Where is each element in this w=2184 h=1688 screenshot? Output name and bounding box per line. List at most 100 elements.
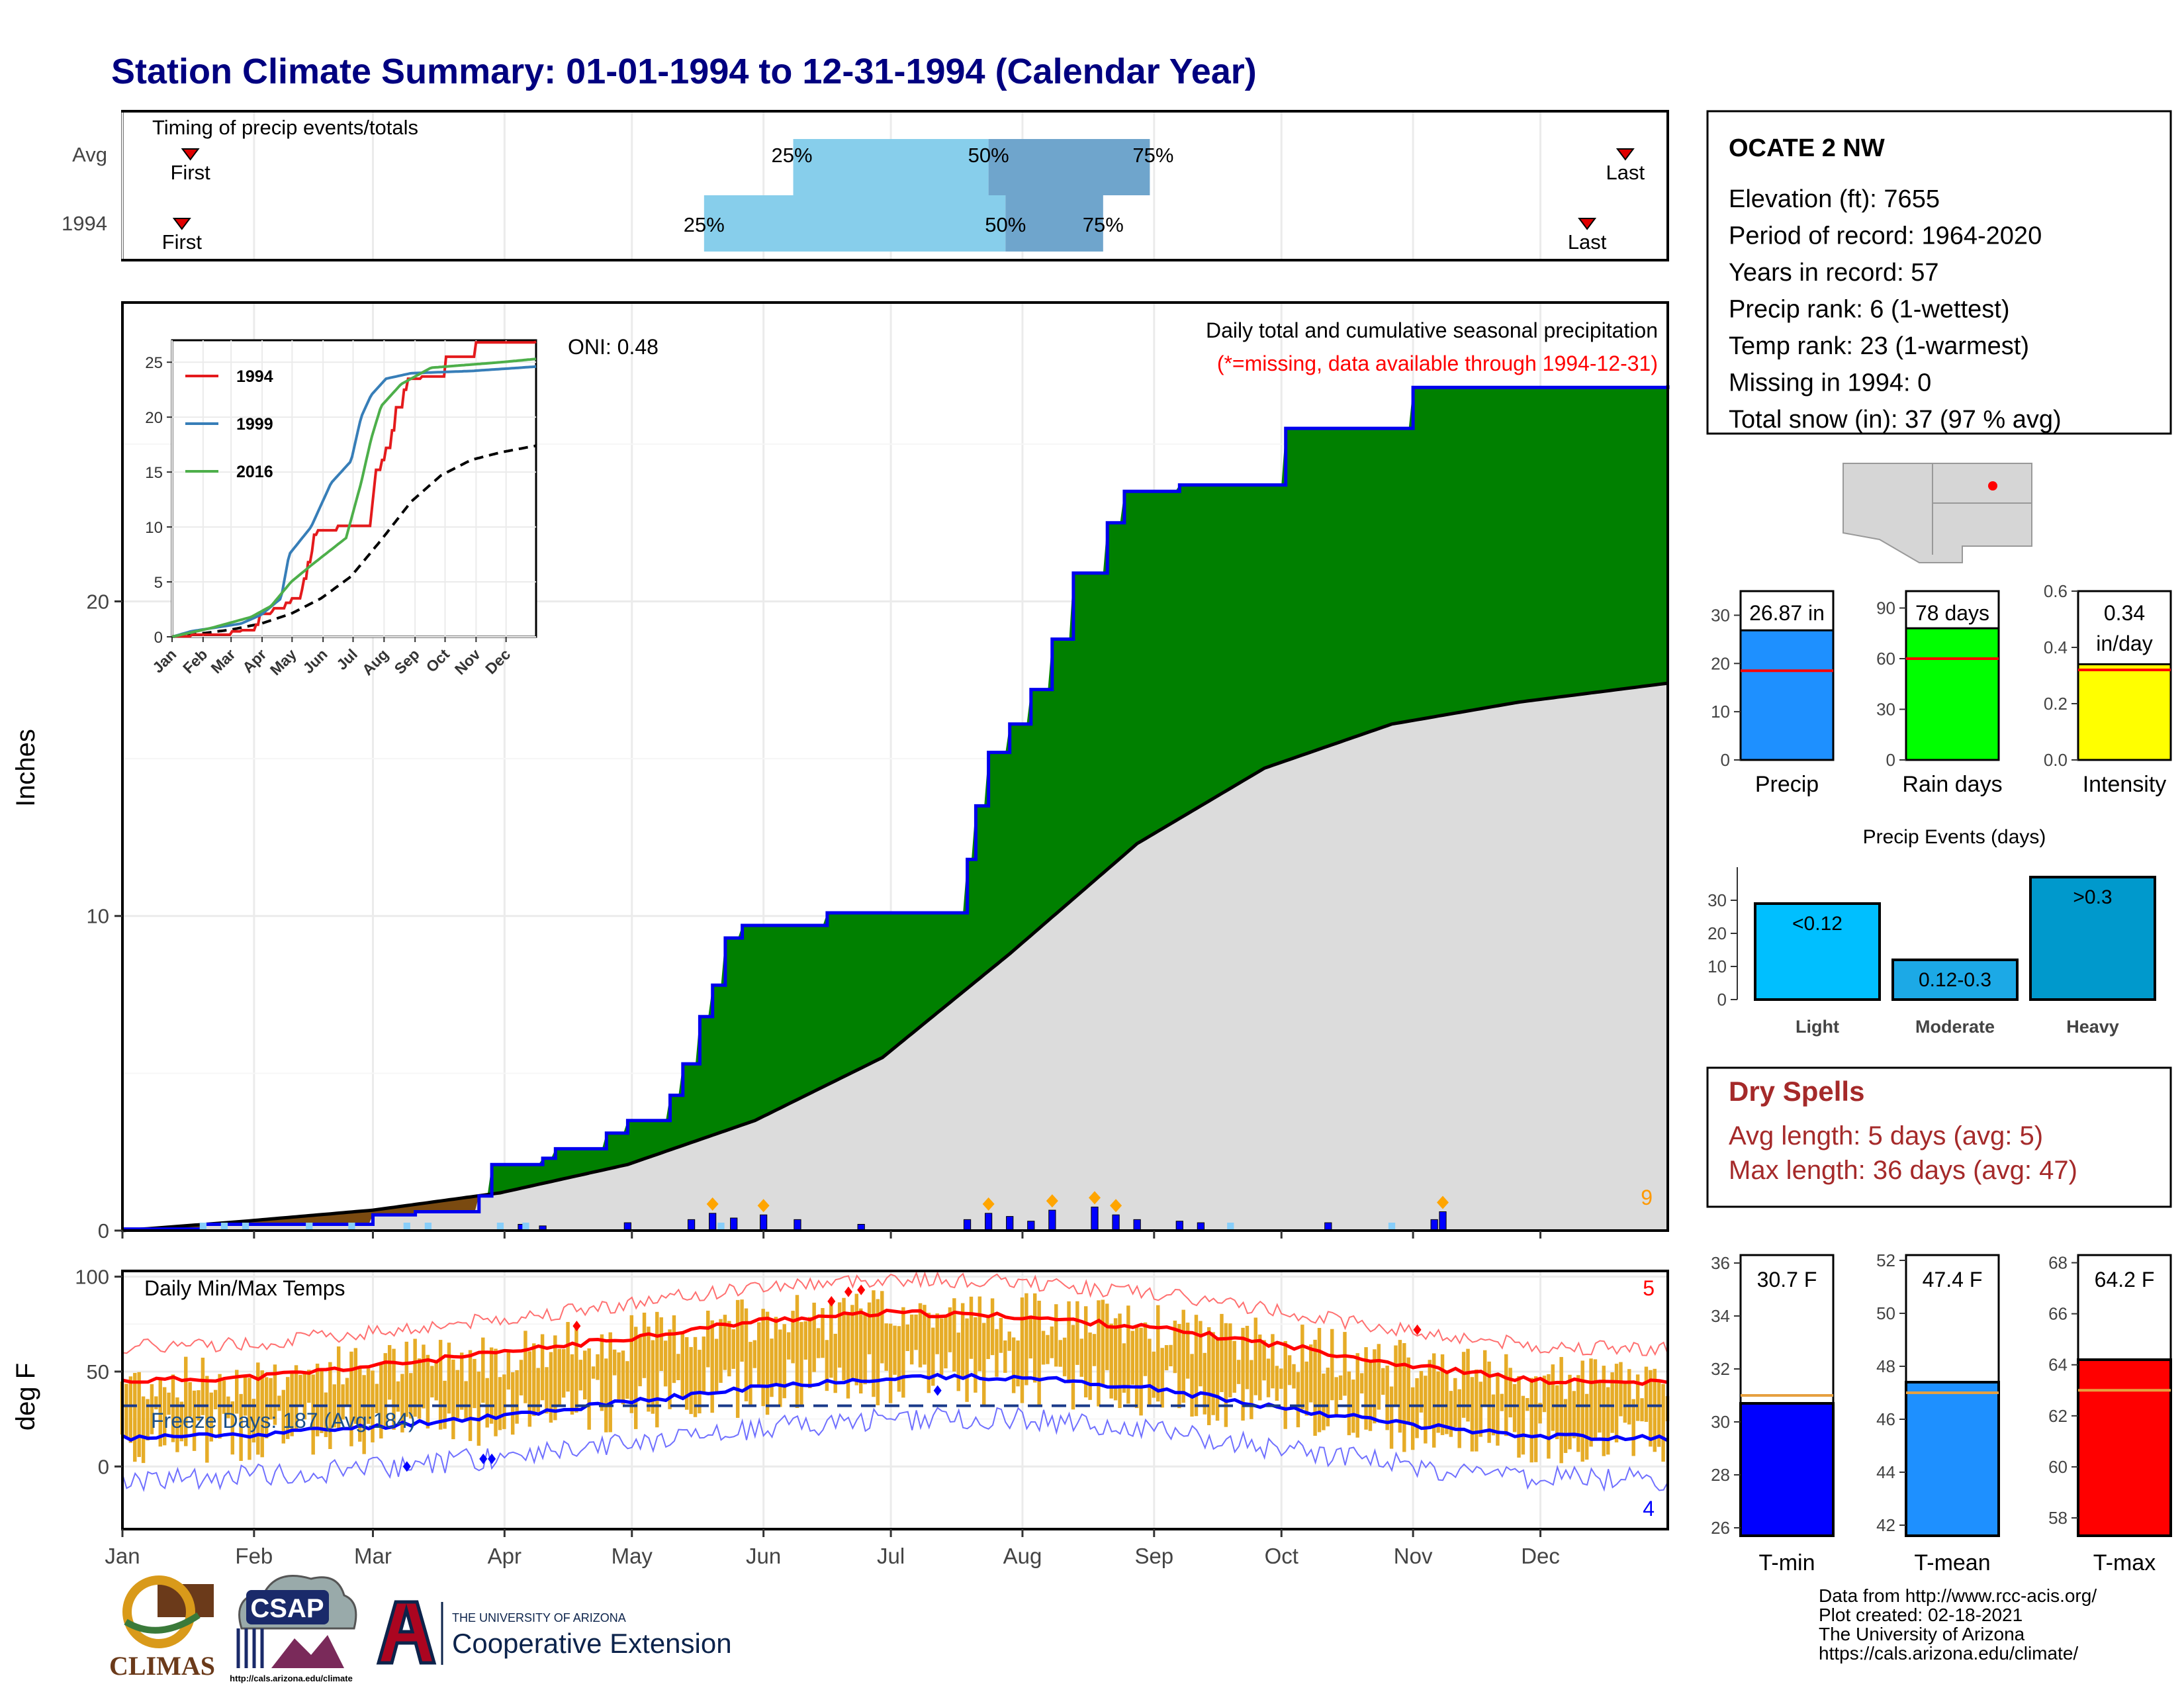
temp-bar-tick-label: 42 [1876,1515,1895,1535]
daily-temp-bar [808,1317,812,1389]
daily-temp-bar [1402,1342,1406,1452]
daily-temp-bar [141,1396,146,1464]
daily-temp-bar [1113,1318,1118,1401]
daily-temp-bar [133,1373,137,1462]
average-cumulative-line [122,681,1668,1233]
daily-temp-bar [366,1368,371,1424]
heavy-event-marker [1046,1194,1058,1208]
daily-temp-bar [1563,1399,1568,1453]
inset-legend-label: 1999 [236,415,273,434]
daily-temp-bar [995,1329,999,1377]
daily-temp-bar [948,1307,952,1352]
daily-temp-bar [349,1351,353,1446]
temperature-bar-charts: 30.7 F 26 28 30 32 34 36 T-min 47.4 F 42 44 46 48 50 5… [1711,1250,2172,1575]
daily-temp-bar [684,1336,689,1410]
record-high-marker [844,1286,852,1297]
csap-text: CSAP [250,1594,324,1623]
temp-bar-t-mean [1905,1381,2000,1537]
precip-event-bar-heavy [2029,876,2156,1001]
daily-temp-bar [1300,1325,1304,1410]
daily-temp-bar [1287,1355,1292,1385]
heavy-event-marker [982,1197,995,1211]
daily-temp-bar [561,1348,566,1398]
month-label: Mar [354,1544,392,1568]
station-detail-line: Total snow (in): 37 (97 % avg) [1729,406,2062,434]
daily-temp-bar [723,1315,727,1370]
climas-logo-arc [122,1575,195,1648]
daily-temp-bar [647,1327,651,1412]
daily-temp-bar [1067,1301,1071,1383]
inset-y-tick-label: 5 [154,574,163,592]
temp-bar-tick-label: 62 [2048,1406,2068,1426]
daily-temp-bar [1576,1375,1580,1452]
daily-temp-bar [1156,1305,1160,1402]
daily-temp-bar [1177,1324,1181,1409]
temp-bar-tick-label: 32 [1711,1359,1730,1379]
daily-temp-bar [375,1383,379,1413]
daily-temp-bar [557,1348,561,1407]
daily-temp-bar [638,1336,642,1387]
daily-temp-bar [179,1401,184,1442]
precip-frame [121,301,1669,1232]
daily-temp-bar [782,1324,786,1399]
daily-temp-bar [248,1378,251,1460]
daily-temp-bar [791,1311,795,1364]
snow-precip-bar [717,1223,725,1231]
daily-temp-bar [1359,1373,1364,1394]
summary-bar-tick-label: 0 [1721,750,1730,770]
daily-temp-bar [1449,1391,1453,1437]
daily-temp-bar [837,1302,842,1368]
daily-temp-bar [1220,1313,1224,1392]
station-detail-line: Temp rank: 23 (1-warmest) [1729,332,2029,360]
timing-first-marker [181,148,200,161]
daily-temp-bar [587,1348,591,1430]
daily-temp-bar [1445,1370,1449,1434]
daily-temp-bar [846,1311,850,1399]
daily-temp-bar [1199,1321,1203,1387]
daily-temp-bar [956,1333,960,1391]
daily-temp-bar [358,1368,362,1442]
daily-temp-bar [1322,1374,1326,1430]
inset-series-lines [171,340,537,638]
station-detail-line: Precip rank: 6 (1-wettest) [1729,296,2009,324]
csap-url: http://cals.arizona.edu/climate [230,1673,353,1683]
normal-max-line [122,1308,1668,1386]
page-title: Station Climate Summary: 01-01-1994 to 1… [111,52,1257,91]
daily-temp-bar [740,1299,744,1362]
daily-temp-bar [668,1329,672,1409]
normal-min-line [121,1372,1669,1442]
daily-temp-bar [1627,1369,1631,1425]
daily-temp-bar [1533,1376,1538,1462]
summary-bar-value: 26.87 in [1749,601,1825,625]
timing-row-label-1994: 1994 [62,212,107,235]
daily-temp-bar [774,1317,778,1385]
daily-temp-bar [935,1313,939,1354]
daily-temp-bar [1313,1339,1317,1436]
daily-temp-bar [978,1296,982,1372]
daily-temp-bar [1203,1352,1207,1415]
daily-temp-bar [285,1377,290,1439]
timing-bar-25-50 [793,139,989,195]
record-high-marker [1413,1324,1422,1335]
daily-temp-bar [1424,1376,1428,1444]
month-label: Sep [1134,1544,1173,1568]
precip-panel: 0 10 20 Inches ONI: 0.48 Daily total and c… [11,301,1670,1243]
daily-temp-bar [786,1332,791,1360]
credits: Data from http://www.rcc-acis.org/ Plot … [1819,1585,2097,1664]
daily-temp-bar [965,1318,969,1402]
daily-temp-bar [1011,1337,1016,1393]
temp-bar-tick-label: 60 [2048,1457,2068,1477]
daily-temp-bar [1644,1366,1649,1422]
daily-temp-bar [1050,1326,1054,1358]
summary-bar-rain-days [1905,627,2000,761]
daily-temp-bar [167,1392,171,1415]
daily-temp-bar [477,1372,481,1446]
temp-tick-label: 100 [75,1266,109,1289]
daily-temp-bar [1279,1368,1283,1389]
daily-temp-bar [1343,1332,1347,1396]
daily-temp-bar [693,1336,698,1417]
record-high-marker [572,1321,581,1332]
daily-temp-bar [706,1311,710,1368]
precip-y-label: Inches [11,729,40,807]
